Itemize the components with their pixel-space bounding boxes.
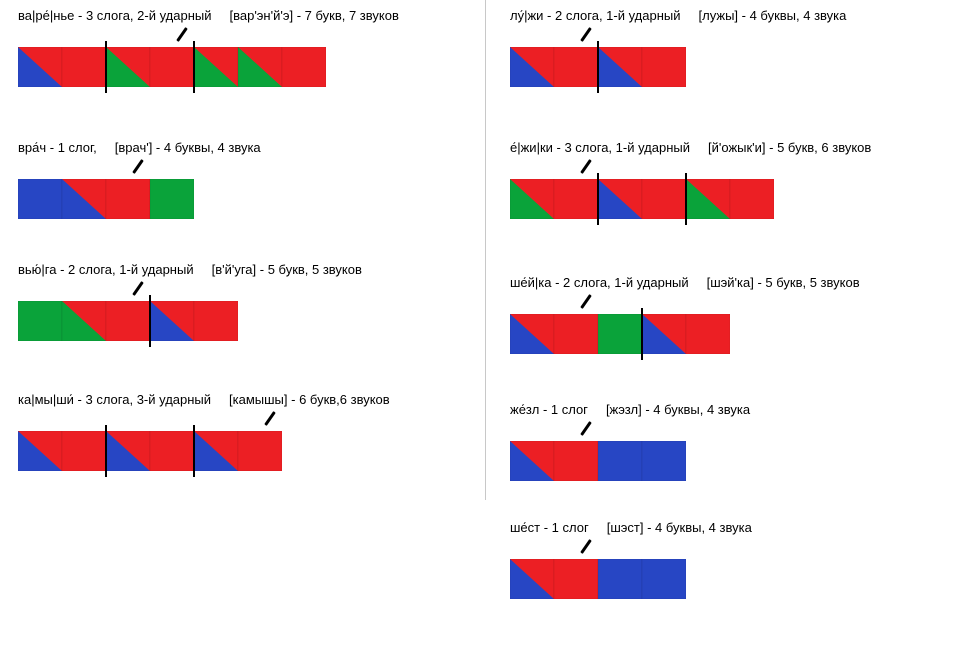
- entry-ezhiki: е́|жи|ки - 3 слога, 1-й ударный [й'ожык'и…: [510, 140, 889, 219]
- entry-kamyshi: ка|мы|ши́ - 3 слога, 3-й ударный [камышы]…: [18, 392, 408, 471]
- sound-scheme-svg: [510, 179, 774, 219]
- stress-mark: [580, 539, 592, 554]
- stress-mark: [132, 159, 144, 174]
- phonetic-label: [в'й'уга] - 5 букв, 5 звуков: [212, 262, 362, 277]
- sound-scheme: [18, 47, 326, 87]
- word-label: ше́й|ка - 2 слога, 1-й ударный: [510, 275, 689, 290]
- phonetic-label: [лужы] - 4 буквы, 4 звука: [699, 8, 847, 23]
- entry-labels: ва|ре́|нье - 3 слога, 2-й ударный [вар'эн…: [18, 8, 417, 23]
- entry-labels: лу́|жи - 2 слога, 1-й ударный [лужы] - 4 …: [510, 8, 864, 23]
- entry-sheika: ше́й|ка - 2 слога, 1-й ударный [шэй'ка] -…: [510, 275, 878, 354]
- sound-scheme-svg: [18, 301, 238, 341]
- stress-mark: [580, 27, 592, 42]
- sound-scheme-svg: [510, 314, 730, 354]
- entry-labels: вью́|га - 2 слога, 1-й ударный [в'й'уга] …: [18, 262, 380, 277]
- phonetic-label: [врач'] - 4 буквы, 4 звука: [115, 140, 261, 155]
- word-label: лу́|жи - 2 слога, 1-й ударный: [510, 8, 681, 23]
- sound-scheme-svg: [18, 431, 282, 471]
- syllable-separator: [105, 41, 107, 93]
- sound-scheme-svg: [510, 559, 686, 599]
- sound-scheme-svg: [18, 179, 194, 219]
- word-label: ва|ре́|нье - 3 слога, 2-й ударный: [18, 8, 211, 23]
- syllable-separator: [193, 41, 195, 93]
- syllable-separator: [193, 425, 195, 477]
- sound-scheme: [510, 559, 686, 599]
- word-label: ше́ст - 1 слог: [510, 520, 589, 535]
- sound-scheme-svg: [18, 47, 326, 87]
- entry-labels: ше́й|ка - 2 слога, 1-й ударный [шэй'ка] -…: [510, 275, 878, 290]
- entry-vyuga: вью́|га - 2 слога, 1-й ударный [в'й'уга] …: [18, 262, 380, 341]
- entry-labels: же́зл - 1 слог [жэзл] - 4 буквы, 4 звука: [510, 402, 768, 417]
- syllable-separator: [597, 41, 599, 93]
- stress-mark: [176, 27, 188, 42]
- syllable-separator: [685, 173, 687, 225]
- sound-scheme: [18, 431, 282, 471]
- phonetic-label: [шэй'ка] - 5 букв, 5 звуков: [707, 275, 860, 290]
- sound-scheme: [510, 314, 730, 354]
- stress-mark: [580, 421, 592, 436]
- entry-shest: ше́ст - 1 слог [шэст] - 4 буквы, 4 звука: [510, 520, 770, 599]
- entry-vrach: вра́ч - 1 слог, [врач'] - 4 буквы, 4 звук…: [18, 140, 279, 219]
- entry-labels: вра́ч - 1 слог, [врач'] - 4 буквы, 4 звук…: [18, 140, 279, 155]
- word-label: е́|жи|ки - 3 слога, 1-й ударный: [510, 140, 690, 155]
- syllable-separator: [105, 425, 107, 477]
- phonetic-label: [вар'эн'й'э] - 7 букв, 7 звуков: [229, 8, 398, 23]
- syllable-separator: [149, 295, 151, 347]
- word-label: вра́ч - 1 слог,: [18, 140, 97, 155]
- page: { "colors": { "blue": "#2746c4", "red": …: [0, 0, 970, 646]
- stress-mark: [132, 281, 144, 296]
- entry-varenye: ва|ре́|нье - 3 слога, 2-й ударный [вар'эн…: [18, 8, 417, 87]
- sound-scheme: [510, 441, 686, 481]
- phonetic-label: [жэзл] - 4 буквы, 4 звука: [606, 402, 750, 417]
- stress-mark: [580, 294, 592, 309]
- stress-mark: [580, 159, 592, 174]
- stress-mark: [264, 411, 276, 426]
- word-label: вью́|га - 2 слога, 1-й ударный: [18, 262, 194, 277]
- sound-scheme-svg: [510, 441, 686, 481]
- entry-labels: ше́ст - 1 слог [шэст] - 4 буквы, 4 звука: [510, 520, 770, 535]
- entry-labels: е́|жи|ки - 3 слога, 1-й ударный [й'ожык'и…: [510, 140, 889, 155]
- syllable-separator: [597, 173, 599, 225]
- phonetic-label: [шэст] - 4 буквы, 4 звука: [607, 520, 752, 535]
- phonetic-label: [й'ожык'и] - 5 букв, 6 звуков: [708, 140, 871, 155]
- entry-zhezl: же́зл - 1 слог [жэзл] - 4 буквы, 4 звука: [510, 402, 768, 481]
- entry-luzhi: лу́|жи - 2 слога, 1-й ударный [лужы] - 4 …: [510, 8, 864, 87]
- phonetic-label: [камышы] - 6 букв,6 звуков: [229, 392, 390, 407]
- syllable-separator: [641, 308, 643, 360]
- column-divider: [485, 0, 486, 500]
- word-label: же́зл - 1 слог: [510, 402, 588, 417]
- word-label: ка|мы|ши́ - 3 слога, 3-й ударный: [18, 392, 211, 407]
- sound-scheme: [510, 47, 686, 87]
- entry-labels: ка|мы|ши́ - 3 слога, 3-й ударный [камышы]…: [18, 392, 408, 407]
- sound-scheme: [510, 179, 774, 219]
- sound-scheme: [18, 179, 194, 219]
- sound-scheme: [18, 301, 238, 341]
